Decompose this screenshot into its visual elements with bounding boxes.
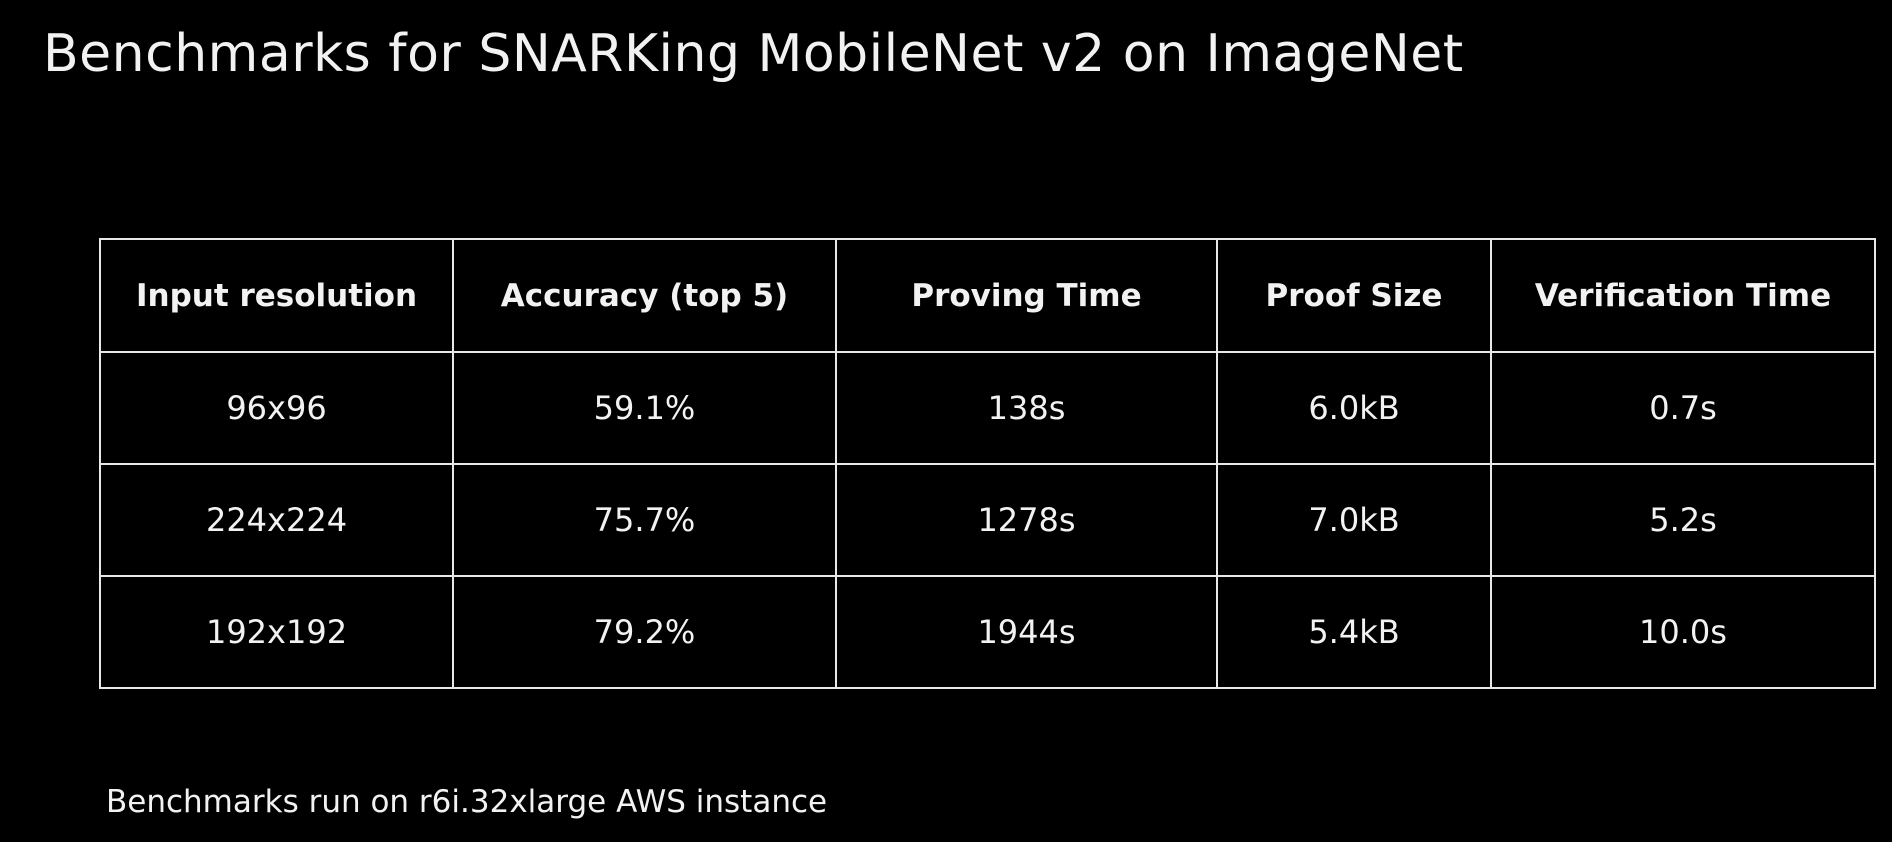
table-cell: 6.0kB (1216, 351, 1492, 465)
table-row: 224x224 75.7% 1278s 7.0kB 5.2s (99, 463, 1876, 577)
table-cell: 7.0kB (1216, 463, 1492, 577)
table-cell: 5.4kB (1216, 575, 1492, 689)
table-cell: 10.0s (1490, 575, 1876, 689)
table-cell: 5.2s (1490, 463, 1876, 577)
table-row: 96x96 59.1% 138s 6.0kB 0.7s (99, 351, 1876, 465)
column-header: Proving Time (835, 238, 1218, 353)
table-cell: 192x192 (99, 575, 454, 689)
column-header: Input resolution (99, 238, 454, 353)
column-header: Verification Time (1490, 238, 1876, 353)
table-row: 192x192 79.2% 1944s 5.4kB 10.0s (99, 575, 1876, 689)
table-cell: 1278s (835, 463, 1218, 577)
table-cell: 75.7% (452, 463, 837, 577)
title: Benchmarks for SNARKing MobileNet v2 on … (43, 24, 1464, 84)
table-cell: 79.2% (452, 575, 837, 689)
column-header: Accuracy (top 5) (452, 238, 837, 353)
benchmark-table: Input resolution Accuracy (top 5) Proving … (99, 238, 1876, 689)
table-cell: 0.7s (1490, 351, 1876, 465)
table-cell: 1944s (835, 575, 1218, 689)
table-body: 96x96 59.1% 138s 6.0kB 0.7s 224x224 75.7% 1278s… (99, 351, 1876, 689)
header-row: Input resolution Accuracy (top 5) Proving … (99, 238, 1876, 353)
table-cell: 59.1% (452, 351, 837, 465)
table-cell: 224x224 (99, 463, 454, 577)
table-cell: 138s (835, 351, 1218, 465)
table-cell: 96x96 (99, 351, 454, 465)
footnote: Benchmarks run on r6i.32xlarge AWS insta… (106, 784, 828, 820)
column-header: Proof Size (1216, 238, 1492, 353)
